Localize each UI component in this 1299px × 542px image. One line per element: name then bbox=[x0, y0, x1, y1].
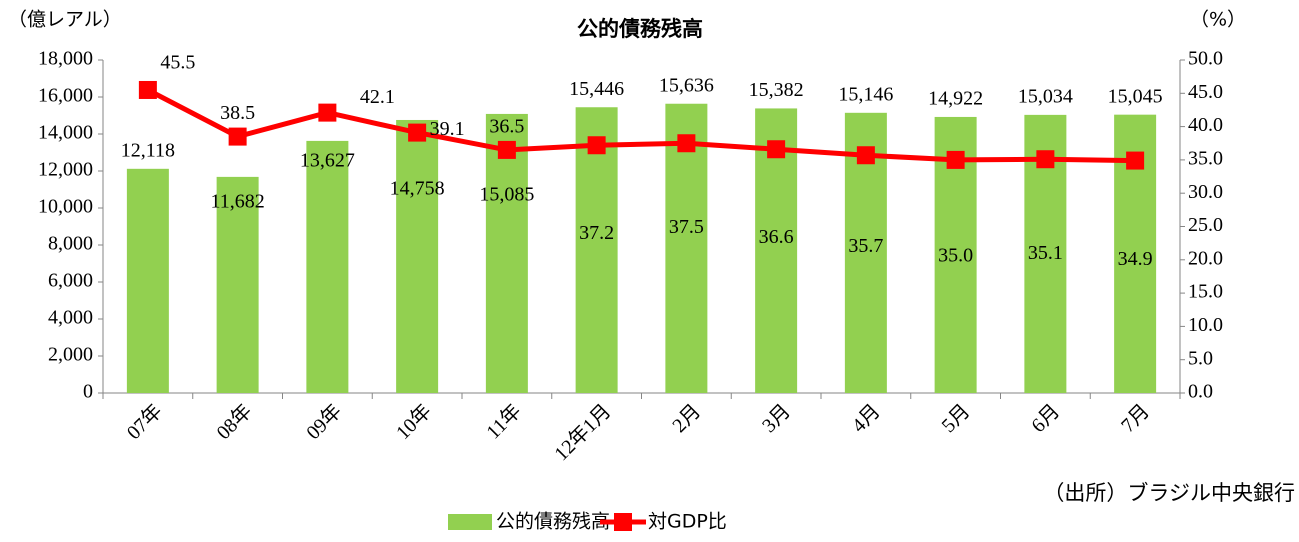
line-marker bbox=[677, 134, 696, 153]
y-tick-label: 2,000 bbox=[48, 344, 93, 366]
line-marker bbox=[318, 103, 337, 122]
legend-swatch bbox=[448, 514, 492, 530]
line-marker bbox=[856, 146, 875, 165]
data-label: 35.0 bbox=[938, 244, 973, 266]
line-marker bbox=[1126, 151, 1145, 170]
x-tick-label: 12年1月 bbox=[550, 400, 616, 466]
data-label: 36.5 bbox=[489, 116, 524, 138]
y-tick-label: 10,000 bbox=[38, 196, 93, 218]
y-tick-label: 18,000 bbox=[38, 48, 93, 70]
bar bbox=[485, 113, 528, 394]
bar bbox=[396, 119, 439, 394]
line-marker bbox=[138, 80, 157, 99]
x-tick-label: 09年 bbox=[302, 400, 347, 445]
data-label: 37.2 bbox=[579, 222, 614, 244]
source: （出所）ブラジル中央銀行 bbox=[1043, 481, 1295, 505]
y-tick-label: 14,000 bbox=[38, 122, 93, 144]
x-tick-label: 08年 bbox=[212, 400, 257, 445]
y-tick-label: 12,000 bbox=[38, 159, 93, 181]
line-marker bbox=[497, 140, 516, 159]
x-tick-label: 7月 bbox=[1117, 400, 1154, 437]
line-marker bbox=[228, 127, 247, 146]
y2-tick-label: 50.0 bbox=[1188, 48, 1223, 70]
data-label: 35.1 bbox=[1028, 242, 1063, 264]
y2-tick-label: 40.0 bbox=[1188, 114, 1223, 136]
data-label: 15,034 bbox=[1018, 85, 1073, 107]
y-unit-label: （億レアル） bbox=[8, 9, 122, 31]
y2-tick-label: 35.0 bbox=[1188, 147, 1223, 169]
y2-tick-label: 25.0 bbox=[1188, 214, 1223, 236]
bar bbox=[306, 140, 349, 393]
data-label: 15,446 bbox=[569, 78, 624, 100]
y2-tick-label: 20.0 bbox=[1188, 247, 1223, 269]
y2-unit-label: （%） bbox=[1190, 9, 1246, 31]
x-tick-label: 3月 bbox=[758, 400, 795, 437]
x-tick-label: 2月 bbox=[668, 400, 705, 437]
data-label: 15,146 bbox=[838, 83, 893, 105]
data-label: 11,682 bbox=[210, 190, 264, 212]
data-label: 45.5 bbox=[160, 52, 195, 74]
bar bbox=[126, 168, 169, 393]
line-marker bbox=[767, 140, 786, 159]
line-marker bbox=[1036, 150, 1055, 169]
data-label: 34.9 bbox=[1118, 248, 1153, 270]
legend-label: 公的債務残高 bbox=[496, 511, 610, 533]
x-tick-label: 5月 bbox=[938, 400, 975, 437]
legend-label: 対GDP比 bbox=[648, 511, 727, 533]
x-tick-label: 07年 bbox=[122, 400, 167, 445]
data-label: 39.1 bbox=[430, 118, 465, 140]
data-label: 15,085 bbox=[479, 184, 534, 206]
y-tick-label: 4,000 bbox=[48, 307, 93, 329]
y-tick-label: 6,000 bbox=[48, 270, 93, 292]
line-marker bbox=[408, 123, 427, 142]
x-tick-label: 11年 bbox=[482, 400, 526, 444]
y2-tick-label: 10.0 bbox=[1188, 314, 1223, 336]
data-label: 35.7 bbox=[848, 235, 883, 257]
data-label: 37.5 bbox=[669, 216, 704, 238]
bar bbox=[216, 176, 259, 393]
x-tick-label: 10年 bbox=[391, 400, 436, 445]
y2-tick-label: 15.0 bbox=[1188, 281, 1223, 303]
data-label: 14,758 bbox=[390, 178, 445, 200]
y2-tick-label: 45.0 bbox=[1188, 81, 1223, 103]
y2-tick-label: 30.0 bbox=[1188, 181, 1223, 203]
y2-tick-label: 5.0 bbox=[1188, 347, 1213, 369]
line-marker bbox=[587, 136, 606, 155]
line-marker bbox=[946, 150, 965, 169]
data-label: 38.5 bbox=[220, 102, 255, 124]
data-label: 12,118 bbox=[121, 139, 175, 161]
y2-tick-label: 0.0 bbox=[1188, 381, 1213, 403]
data-label: 42.1 bbox=[360, 86, 395, 108]
data-label: 15,636 bbox=[659, 74, 714, 96]
line bbox=[146, 87, 1136, 164]
data-label: 36.6 bbox=[759, 226, 794, 248]
x-tick-label: 4月 bbox=[848, 400, 885, 437]
y-tick-label: 8,000 bbox=[48, 233, 93, 255]
bar bbox=[575, 107, 618, 394]
data-label: 15,045 bbox=[1108, 85, 1163, 107]
data-label: 13,627 bbox=[300, 149, 355, 171]
data-label: 15,382 bbox=[749, 79, 804, 101]
y-tick-label: 16,000 bbox=[38, 85, 93, 107]
chart-title: 公的債務残高 bbox=[577, 17, 703, 41]
y-tick-label: 0 bbox=[83, 381, 93, 403]
x-tick-label: 6月 bbox=[1027, 400, 1064, 437]
data-label: 14,922 bbox=[928, 88, 983, 110]
legend-marker bbox=[614, 513, 632, 531]
